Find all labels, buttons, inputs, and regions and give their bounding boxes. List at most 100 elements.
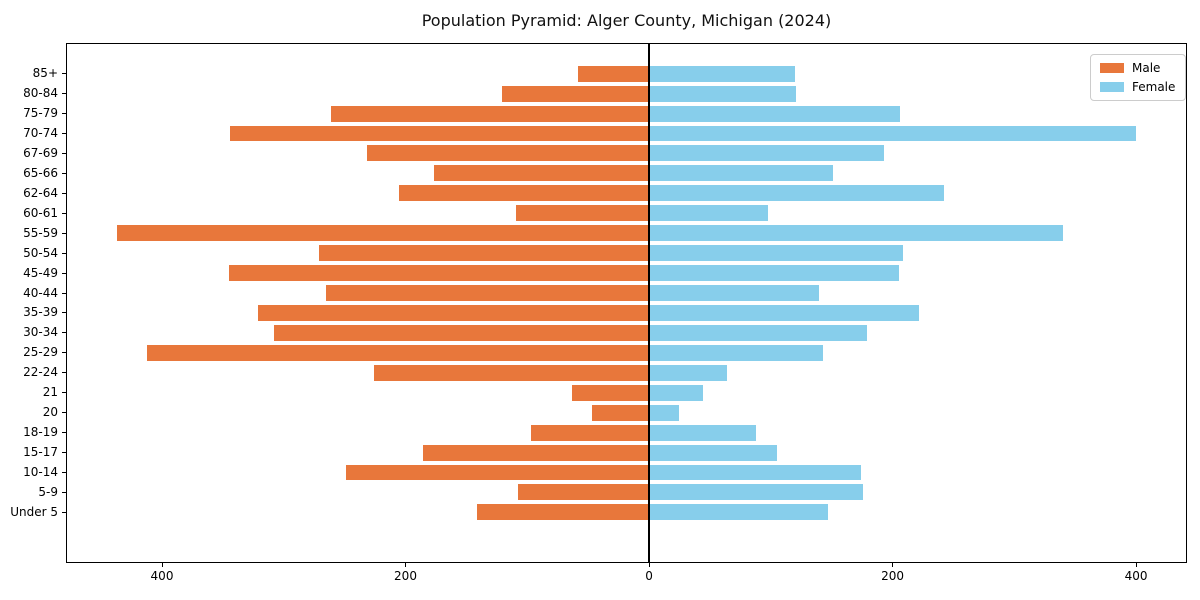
bar-female-65-66 [649, 165, 833, 182]
y-tick-mark [62, 212, 66, 214]
y-tick-mark [62, 113, 66, 115]
x-tick-label: 400 [150, 569, 174, 583]
bar-male-70-74 [230, 125, 649, 142]
legend-female-label: Female [1132, 80, 1176, 94]
x-tick-mark [892, 563, 894, 567]
y-tick-label: 18-19 [23, 425, 58, 440]
bar-male-50-54 [319, 245, 650, 262]
y-tick-mark [62, 471, 66, 473]
y-tick-mark [62, 252, 66, 254]
bar-female-10-14 [649, 464, 861, 481]
y-tick-mark [62, 152, 66, 154]
y-tick-mark [62, 452, 66, 454]
bar-male-21 [572, 384, 650, 401]
legend-male-label: Male [1132, 61, 1161, 75]
bar-male-67-69 [366, 145, 650, 162]
x-tick-label: 400 [1124, 569, 1148, 583]
y-tick-mark [62, 511, 66, 513]
y-tick-mark [62, 292, 66, 294]
x-tick-label: 0 [645, 569, 653, 583]
bar-male-40-44 [326, 285, 649, 301]
y-tick-label: 85+ [32, 66, 58, 81]
bar-male-35-39 [258, 304, 650, 321]
bar-male-45-49 [228, 265, 650, 282]
y-tick-label: 50-54 [23, 245, 58, 260]
x-tick-label: 200 [394, 569, 417, 583]
y-tick-mark [62, 412, 66, 414]
y-tick-label: 60-61 [23, 205, 58, 220]
y-tick-label: 20 [42, 405, 58, 420]
bar-female-62-64 [649, 185, 944, 202]
bar-female-35-39 [649, 304, 920, 321]
y-tick-mark [62, 272, 66, 274]
y-tick-mark [62, 332, 66, 334]
y-tick-label: 25-29 [23, 345, 58, 360]
y-tick-mark [62, 432, 66, 434]
bar-female-21 [649, 384, 703, 401]
y-tick-label: 15-17 [23, 445, 58, 460]
y-tick-label: 67-69 [23, 145, 58, 160]
bar-female-75-79 [649, 105, 900, 122]
y-tick-label: 65-66 [23, 165, 58, 180]
zero-axis-line [648, 43, 651, 563]
y-tick-label: 45-49 [23, 265, 58, 280]
y-tick-label: 80-84 [23, 86, 58, 101]
y-tick-label: 40-44 [23, 285, 58, 300]
x-tick-mark [648, 563, 650, 567]
legend-item-female: Female [1100, 81, 1175, 93]
x-tick-label: 200 [881, 569, 904, 583]
y-tick-mark [62, 172, 66, 174]
legend-item-male: Male [1100, 62, 1175, 74]
y-tick-mark [62, 352, 66, 354]
bar-male-18-19 [530, 424, 650, 441]
bar-male-55-59 [116, 225, 650, 242]
bar-male-75-79 [331, 105, 649, 122]
x-tick-mark [1135, 563, 1137, 567]
bar-female-55-59 [649, 225, 1063, 242]
y-tick-mark [62, 392, 66, 394]
bar-female-67-69 [649, 145, 884, 162]
female-swatch-icon [1100, 82, 1124, 92]
bar-female-20 [649, 404, 680, 421]
y-tick-mark [62, 372, 66, 374]
bar-female-15-17 [649, 444, 777, 461]
y-tick-mark [62, 73, 66, 75]
x-tick-mark [405, 563, 406, 567]
y-tick-mark [62, 192, 66, 194]
y-tick-label: 10-14 [23, 464, 58, 479]
bar-female-85+ [649, 65, 796, 82]
bar-female-25-29 [649, 344, 824, 361]
bar-female-50-54 [649, 245, 904, 262]
y-tick-mark [62, 232, 66, 234]
bar-male-20 [591, 404, 650, 421]
bar-male-under-5 [477, 504, 650, 521]
y-tick-label: 62-64 [23, 185, 58, 200]
bar-female-30-34 [649, 324, 867, 341]
y-tick-mark [62, 133, 66, 135]
bar-male-5-9 [517, 484, 649, 501]
bar-female-under-5 [649, 504, 828, 521]
bar-male-80-84 [501, 85, 649, 102]
bar-female-5-9 [649, 484, 864, 501]
y-tick-label: 30-34 [23, 325, 58, 340]
chart-title: Population Pyramid: Alger County, Michig… [421, 11, 832, 30]
male-swatch-icon [1100, 63, 1124, 73]
bar-male-60-61 [516, 205, 649, 222]
bar-male-30-34 [274, 324, 650, 341]
bar-male-65-66 [433, 165, 650, 182]
bar-male-25-29 [147, 344, 650, 361]
bar-female-45-49 [649, 265, 899, 282]
y-tick-label: 21 [42, 385, 58, 400]
y-tick-mark [62, 491, 66, 493]
bar-male-22-24 [373, 364, 649, 381]
y-tick-label: 22-24 [23, 365, 58, 380]
bar-female-60-61 [649, 205, 769, 222]
y-tick-label: Under 5 [10, 504, 58, 519]
y-tick-mark [62, 312, 66, 314]
bar-male-62-64 [399, 185, 650, 202]
bar-female-18-19 [649, 424, 757, 441]
legend: Male Female [1090, 54, 1187, 101]
bar-female-80-84 [649, 85, 797, 102]
y-tick-label: 75-79 [23, 106, 58, 121]
